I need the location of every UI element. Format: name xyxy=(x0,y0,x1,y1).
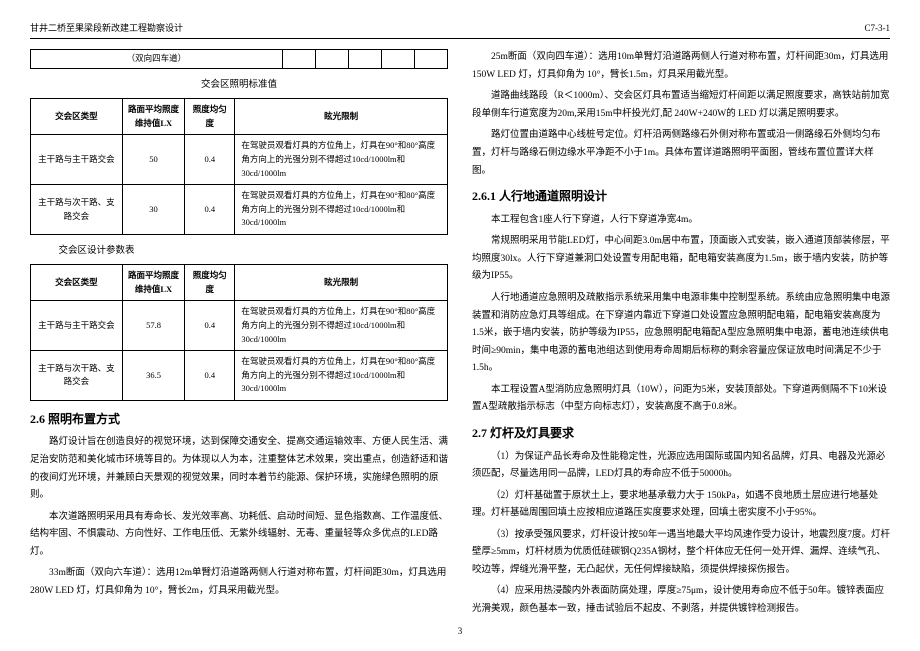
t2-h2: 照度均匀度 xyxy=(185,265,235,301)
t1-h2: 照度均匀度 xyxy=(185,99,235,135)
t1-r1-c2: 0.4 xyxy=(185,185,235,235)
t2-r0-c3: 在驾驶员观看灯具的方位角上，灯具在90°和80°高度角方向上的光强分别不得超过1… xyxy=(235,301,448,351)
p-261-2: 常规照明采用节能LED灯，中心间距3.0m居中布置，顶面嵌入式安装，嵌入通道顶部… xyxy=(472,233,890,286)
p-261-1: 本工程包含1座人行下穿道，人行下穿道净宽4m。 xyxy=(472,212,890,230)
table1-caption: 交会区照明标准值 xyxy=(30,77,448,94)
p-2-6-3: 33m断面（双向六车道）：选用12m单臂灯沿道路两侧人行道对称布置，灯杆间距30… xyxy=(30,565,448,600)
p-2-6-2: 本次道路照明采用具有寿命长、发光效率高、功耗低、启动时间短、显色指数高、工作温度… xyxy=(30,509,448,562)
header-right: C7-3-1 xyxy=(865,20,891,36)
heading-2-6-1: 2.6.1 人行地通道照明设计 xyxy=(472,186,890,208)
table2-caption: 交会区设计参数表 xyxy=(30,243,448,260)
right-column: 25m断面（双向四车道）：选用10m单臂灯沿道路两侧人行道对称布置，灯杆间距30… xyxy=(472,45,890,622)
t1-h1: 路面平均照度维持值LX xyxy=(122,99,185,135)
t2-r1-c1: 36.5 xyxy=(122,351,185,401)
t1-r1-c3: 在驾驶员观看灯具的方位角上，灯具在90°和80°高度角方向上的光强分别不得超过1… xyxy=(235,185,448,235)
left-column: （双向四车道） 交会区照明标准值 交会区类型 路面平均照度维持值LX 照度均匀度… xyxy=(30,45,448,622)
table2: 交会区类型 路面平均照度维持值LX 照度均匀度 眩光限制 主干路与主干路交会 5… xyxy=(30,264,448,401)
lane-note-table: （双向四车道） xyxy=(30,49,448,69)
t2-h3: 眩光限制 xyxy=(235,265,448,301)
t2-r1-c3: 在驾驶员观看灯具的方位角上，灯具在90°和80°高度角方向上的光强分别不得超过1… xyxy=(235,351,448,401)
t2-h0: 交会区类型 xyxy=(31,265,123,301)
p-2-6-1: 路灯设计旨在创造良好的视觉环境，达到保障交通安全、提高交通运输效率、方便人民生活… xyxy=(30,434,448,504)
t1-r1-c1: 30 xyxy=(122,185,185,235)
heading-2-6: 2.6 照明布置方式 xyxy=(30,409,448,431)
p-top-2: 道路曲线路段（R＜1000m）、交会区灯具布置适当缩短灯杆间距以满足照度要求，高… xyxy=(472,88,890,123)
t2-r1-c2: 0.4 xyxy=(185,351,235,401)
t1-r0-c0: 主干路与主干路交会 xyxy=(31,135,123,185)
p-27-3: （3）按承受强风要求，灯杆设计按50年一遇当地最大平均风速作受力设计，地震烈度7… xyxy=(472,527,890,580)
table1: 交会区类型 路面平均照度维持值LX 照度均匀度 眩光限制 主干路与主干路交会 5… xyxy=(30,98,448,235)
header-left: 甘井二桥至果梁段新改建工程勘察设计 xyxy=(30,20,183,36)
t1-r0-c2: 0.4 xyxy=(185,135,235,185)
heading-2-7: 2.7 灯杆及灯具要求 xyxy=(472,423,890,445)
lane-note-cell: （双向四车道） xyxy=(31,50,283,69)
p-27-1: （1）为保证产品长寿命及性能稳定性，光源应选用国际或国内知名品牌，灯具、电器及光… xyxy=(472,449,890,484)
t1-r1-c0: 主干路与次干路、支路交会 xyxy=(31,185,123,235)
p-261-4: 本工程设置A型消防应急照明灯具（10W），问距为5米，安装顶部处。下穿道两侧隔不… xyxy=(472,382,890,417)
page-number: 3 xyxy=(458,623,463,639)
t2-r1-c0: 主干路与次干路、支路交会 xyxy=(31,351,123,401)
page-header: 甘井二桥至果梁段新改建工程勘察设计 C7-3-1 xyxy=(30,20,890,39)
t1-r0-c1: 50 xyxy=(122,135,185,185)
t1-r0-c3: 在驾驶员观看灯具的方位角上，灯具在90°和80°高度角方向上的光强分别不得超过1… xyxy=(235,135,448,185)
p-261-3: 人行地通道应急照明及疏散指示系统采用集中电源非集中控制型系统。系统由应急照明集中… xyxy=(472,290,890,378)
t1-h0: 交会区类型 xyxy=(31,99,123,135)
p-top-3: 路灯位置由道路中心线桩号定位。灯杆沿两侧路缘石外侧对称布置或沿一侧路缘石外侧均匀… xyxy=(472,127,890,180)
t2-r0-c1: 57.8 xyxy=(122,301,185,351)
p-top-1: 25m断面（双向四车道）：选用10m单臂灯沿道路两侧人行道对称布置，灯杆间距30… xyxy=(472,49,890,84)
t2-r0-c2: 0.4 xyxy=(185,301,235,351)
p-27-4: （4）应采用热浸酸内外表面防腐处理，厚度≥75μm，设计使用寿命应不低于50年。… xyxy=(472,583,890,618)
p-27-2: （2）灯杆基础置于原状土上，要求地基承载力大于 150kPa，如遇不良地质土层应… xyxy=(472,488,890,523)
t1-h3: 眩光限制 xyxy=(235,99,448,135)
t2-r0-c0: 主干路与主干路交会 xyxy=(31,301,123,351)
t2-h1: 路面平均照度维持值LX xyxy=(122,265,185,301)
